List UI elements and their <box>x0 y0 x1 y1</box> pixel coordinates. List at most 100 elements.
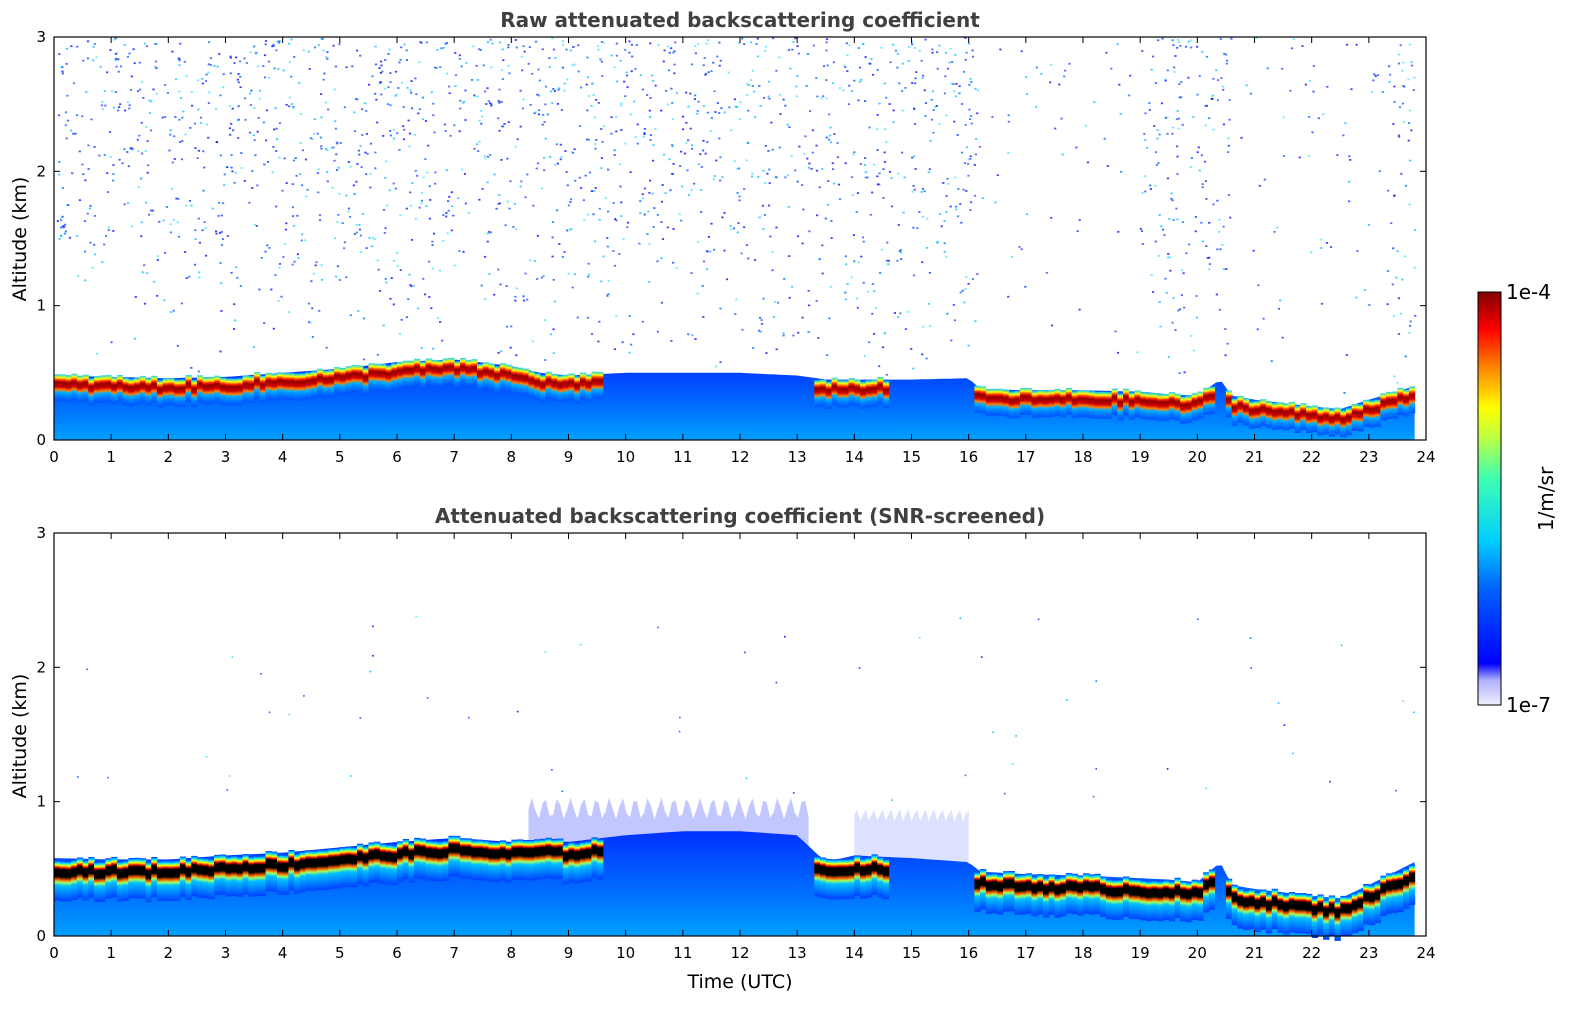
noise-speck <box>312 272 315 275</box>
noise-speck <box>544 651 547 653</box>
noise-speck <box>291 263 294 266</box>
noise-speck <box>656 260 659 263</box>
noise-speck <box>162 219 165 222</box>
noise-speck <box>338 43 341 46</box>
noise-speck <box>1304 83 1307 86</box>
noise-speck <box>268 76 271 79</box>
noise-speck <box>812 44 815 47</box>
noise-speck <box>295 174 298 177</box>
noise-speck <box>483 155 486 158</box>
noise-speck <box>86 57 90 60</box>
noise-speck <box>967 162 970 165</box>
aerosol-layer-column <box>231 378 238 406</box>
aerosol-layer-column <box>1180 881 1187 922</box>
noise-speck <box>554 57 557 59</box>
aerosol-layer-column <box>151 857 158 898</box>
noise-speck <box>300 184 304 187</box>
noise-speck <box>710 117 713 119</box>
aerosol-layer-column <box>574 376 581 404</box>
noise-speck <box>871 191 874 194</box>
noise-speck <box>679 165 682 167</box>
noise-speck <box>476 95 480 98</box>
noise-speck <box>931 51 934 54</box>
noise-speck <box>359 54 362 57</box>
noise-speck <box>516 138 519 141</box>
x-tick-label: 14 <box>845 944 864 962</box>
noise-speck <box>536 93 539 96</box>
aerosol-layer-column <box>156 380 164 408</box>
noise-speck <box>826 354 829 356</box>
noise-speck <box>178 118 181 121</box>
noise-speck <box>197 217 200 220</box>
aerosol-layer-column <box>425 358 432 386</box>
aerosol-layer-column <box>1380 393 1387 421</box>
noise-speck <box>976 89 980 92</box>
noise-speck <box>828 138 831 141</box>
noise-speck <box>272 327 275 330</box>
noise-speck <box>927 171 930 174</box>
x-tick-label: 19 <box>1131 448 1150 466</box>
noise-speck <box>807 331 810 333</box>
noise-speck <box>531 340 534 343</box>
noise-speck <box>358 153 361 156</box>
aerosol-layer-column <box>191 855 198 897</box>
noise-speck <box>1386 303 1389 306</box>
noise-speck <box>145 126 148 128</box>
aerosol-layer-column <box>116 375 124 402</box>
aerosol-layer-column <box>82 860 89 901</box>
noise-speck <box>349 314 352 317</box>
noise-speck <box>326 57 329 60</box>
noise-speck <box>1154 151 1157 154</box>
noise-speck <box>1212 128 1215 131</box>
noise-speck <box>400 81 403 84</box>
noise-speck <box>754 116 757 118</box>
noise-speck <box>260 257 263 259</box>
noise-speck <box>313 46 317 49</box>
noise-speck <box>425 205 428 207</box>
noise-speck <box>140 152 144 155</box>
noise-speck <box>758 329 761 332</box>
noise-speck <box>338 279 341 281</box>
noise-speck <box>1208 263 1211 265</box>
aerosol-layer-column <box>848 378 855 405</box>
screened-y-axis-label: Altitude (km) <box>9 674 31 799</box>
noise-speck <box>1141 243 1144 245</box>
noise-speck <box>184 133 187 136</box>
noise-speck <box>572 151 575 154</box>
aerosol-layer-column <box>574 843 581 884</box>
noise-speck <box>672 163 675 165</box>
noise-speck <box>534 111 537 114</box>
noise-speck <box>112 164 115 166</box>
noise-speck <box>943 220 946 222</box>
noise-speck <box>283 243 287 245</box>
noise-speck <box>1256 328 1259 331</box>
noise-speck <box>103 154 106 156</box>
noise-speck <box>178 64 181 67</box>
aerosol-layer-column <box>305 850 312 891</box>
noise-speck <box>117 70 120 73</box>
noise-speck <box>892 121 895 123</box>
noise-speck <box>825 136 828 139</box>
noise-speck <box>844 298 848 301</box>
aerosol-layer-column <box>1163 393 1170 421</box>
noise-speck <box>389 81 392 83</box>
aerosol-layer-column <box>357 365 364 393</box>
noise-speck <box>418 61 421 63</box>
noise-speck <box>959 203 962 205</box>
noise-speck <box>93 146 96 148</box>
noise-speck <box>967 282 970 285</box>
aerosol-layer-column <box>1163 879 1170 921</box>
aerosol-layer-column <box>1311 405 1318 433</box>
noise-speck <box>272 43 275 46</box>
noise-speck <box>1144 139 1147 141</box>
noise-speck <box>126 202 130 204</box>
noise-speck <box>248 92 252 95</box>
noise-speck <box>1370 91 1373 93</box>
noise-speck <box>741 328 744 331</box>
noise-speck <box>317 191 320 194</box>
noise-speck <box>481 188 484 190</box>
noise-speck <box>810 167 813 170</box>
aerosol-layer-column <box>1363 884 1370 925</box>
noise-speck <box>288 42 291 45</box>
noise-speck <box>821 272 824 275</box>
